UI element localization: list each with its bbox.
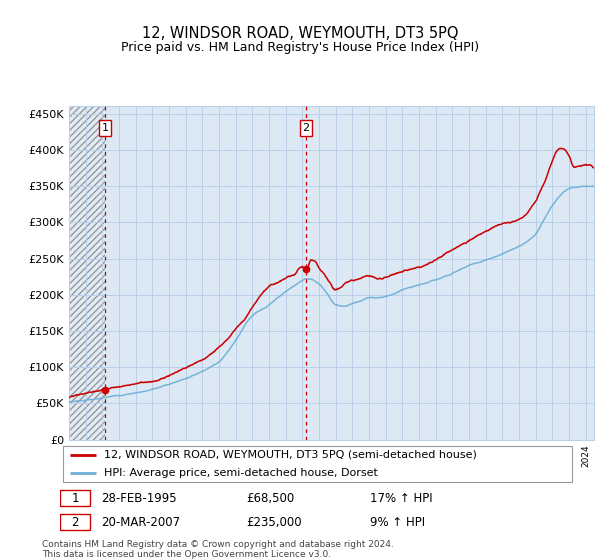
Bar (69, 106, 105, 440)
Text: Contains HM Land Registry data © Crown copyright and database right 2024.: Contains HM Land Registry data © Crown c… (42, 540, 394, 549)
Text: 2: 2 (302, 123, 310, 133)
FancyBboxPatch shape (60, 514, 90, 530)
Text: 20-MAR-2007: 20-MAR-2007 (101, 516, 181, 529)
Text: 12, WINDSOR ROAD, WEYMOUTH, DT3 5PQ: 12, WINDSOR ROAD, WEYMOUTH, DT3 5PQ (142, 26, 458, 41)
Text: £68,500: £68,500 (246, 492, 294, 505)
Text: £235,000: £235,000 (246, 516, 301, 529)
Text: HPI: Average price, semi-detached house, Dorset: HPI: Average price, semi-detached house,… (104, 468, 378, 478)
Text: 17% ↑ HPI: 17% ↑ HPI (370, 492, 432, 505)
Text: 1: 1 (101, 123, 109, 133)
Text: Price paid vs. HM Land Registry's House Price Index (HPI): Price paid vs. HM Land Registry's House … (121, 41, 479, 54)
Text: This data is licensed under the Open Government Licence v3.0.: This data is licensed under the Open Gov… (42, 550, 331, 559)
Text: 12, WINDSOR ROAD, WEYMOUTH, DT3 5PQ (semi-detached house): 12, WINDSOR ROAD, WEYMOUTH, DT3 5PQ (sem… (104, 450, 477, 460)
FancyBboxPatch shape (62, 446, 572, 482)
Text: 9% ↑ HPI: 9% ↑ HPI (370, 516, 425, 529)
FancyBboxPatch shape (60, 490, 90, 506)
Bar (69, 106, 105, 440)
Text: 2: 2 (71, 516, 79, 529)
Text: 1: 1 (71, 492, 79, 505)
Text: 28-FEB-1995: 28-FEB-1995 (101, 492, 177, 505)
